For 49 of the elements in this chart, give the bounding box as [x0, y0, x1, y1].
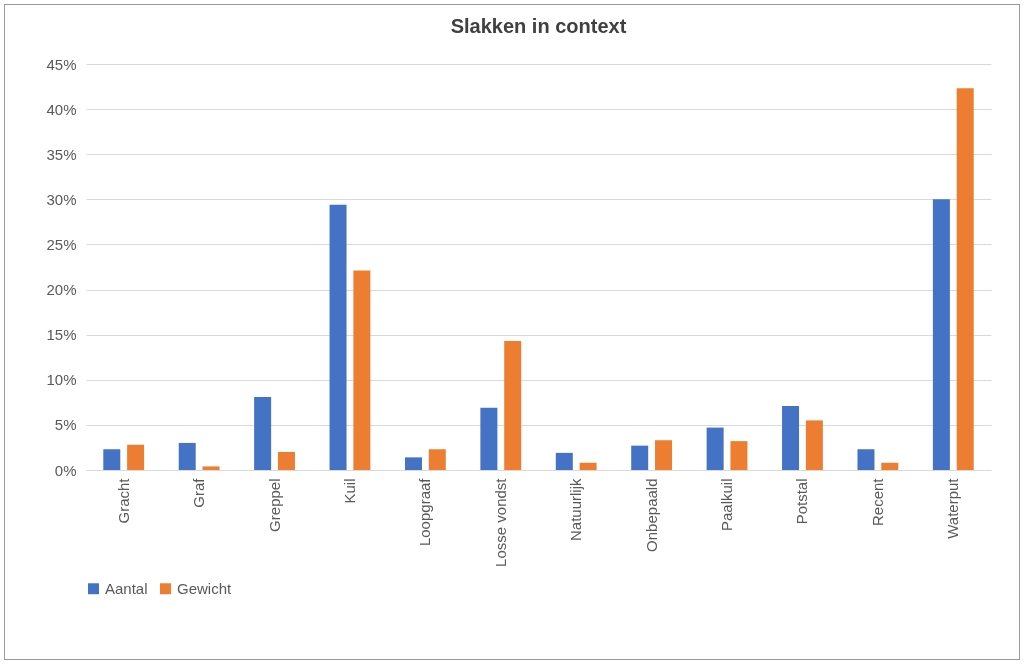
- bar: [655, 440, 673, 470]
- bar: [956, 88, 974, 470]
- x-tick-label: Recent: [868, 477, 886, 527]
- bar: [881, 462, 899, 470]
- x-tick-label: Losse vondst: [491, 477, 509, 567]
- x-tick-label: Paalkuil: [718, 478, 736, 532]
- x-tick-label: Graf: [190, 477, 208, 508]
- bar: [202, 466, 220, 470]
- bar: [782, 405, 800, 470]
- y-tick-label: 25%: [46, 235, 77, 253]
- bar: [555, 452, 573, 470]
- y-tick-label: 20%: [46, 281, 77, 299]
- y-tick-label: 5%: [54, 416, 77, 434]
- y-tick-label: 10%: [46, 371, 77, 389]
- bar: [127, 444, 145, 470]
- y-tick-label: 45%: [46, 55, 77, 73]
- bar: [404, 457, 422, 470]
- bar: [706, 427, 724, 470]
- x-tick-label: Greppel: [265, 478, 283, 532]
- y-tick-label: 15%: [46, 326, 77, 344]
- bar: [631, 445, 649, 470]
- bar: [353, 270, 371, 470]
- legend-label: Aantal: [105, 579, 148, 597]
- x-tick-label: Onbepaald: [642, 478, 660, 552]
- y-tick-label: 0%: [54, 461, 77, 479]
- x-tick-label: Loopgraaf: [416, 477, 434, 547]
- bar: [480, 407, 498, 470]
- bar: [730, 441, 748, 470]
- x-tick-label: Kuil: [340, 478, 358, 504]
- x-tick-label: Waterput: [944, 477, 962, 539]
- bar: [428, 449, 446, 470]
- bar: [932, 199, 950, 470]
- x-tick-label: Gracht: [114, 477, 132, 524]
- bar: [277, 451, 295, 470]
- bar: [329, 204, 347, 470]
- legend-label: Gewicht: [177, 579, 233, 597]
- y-tick-label: 40%: [46, 100, 77, 118]
- y-tick-label: 30%: [46, 190, 77, 208]
- bar: [254, 396, 272, 470]
- x-tick-label: Natuurlijk: [567, 478, 585, 542]
- bar: [178, 442, 196, 470]
- bar: [579, 462, 597, 470]
- bar: [103, 449, 121, 470]
- chart-title: Slakken in context: [450, 15, 627, 37]
- bar: [857, 449, 875, 470]
- x-tick-label: Potstal: [793, 478, 811, 525]
- bar: [504, 340, 522, 470]
- bar: [805, 420, 823, 470]
- y-tick-label: 35%: [46, 145, 77, 163]
